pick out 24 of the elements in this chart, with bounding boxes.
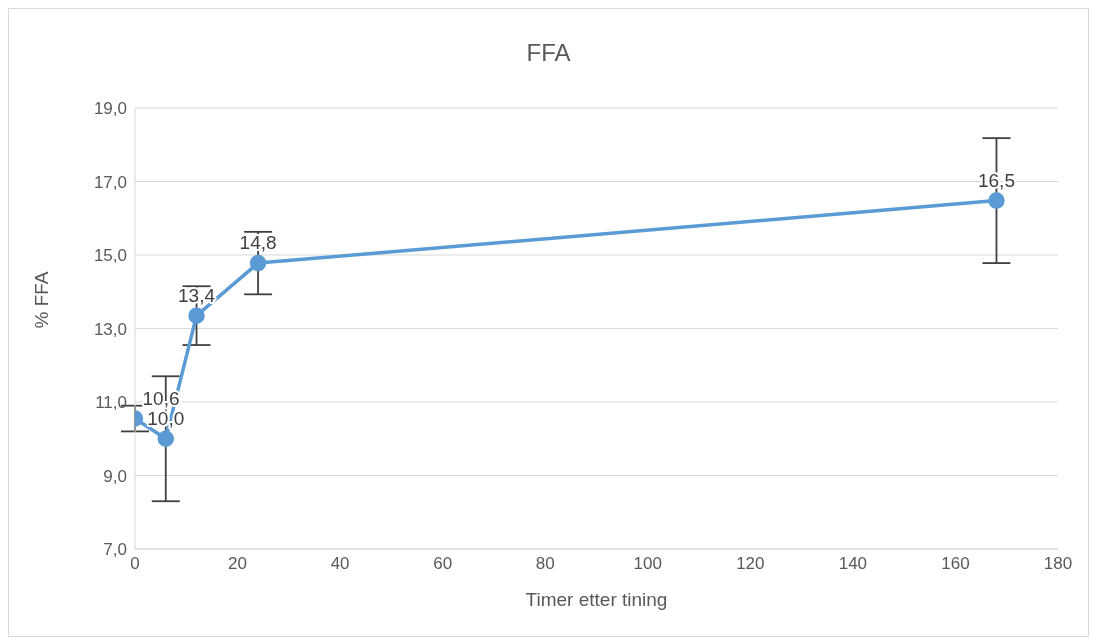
x-tick-label: 160	[941, 554, 970, 574]
y-tick-label: 7,0	[103, 540, 127, 560]
x-tick-label: 100	[633, 554, 662, 574]
x-tick-label: 0	[130, 554, 140, 574]
x-tick-label: 40	[330, 554, 350, 574]
y-tick-label: 9,0	[103, 466, 127, 486]
x-axis-title: Timer etter tining	[525, 589, 668, 610]
x-tick-label: 80	[535, 554, 555, 574]
x-tick-label: 180	[1043, 554, 1073, 574]
point	[249, 254, 267, 272]
y-tick-label: 17,0	[93, 172, 127, 192]
y-axis-title: % FFA	[30, 271, 52, 329]
chart-title: FFA	[525, 39, 572, 67]
y-tick-label: 11,0	[95, 393, 127, 413]
y-tick-label: 15,0	[93, 246, 127, 266]
x-tick-label: 20	[228, 554, 248, 574]
point	[188, 307, 205, 324]
y-tick-label: 19,0	[93, 99, 127, 119]
point	[988, 192, 1005, 209]
x-tick-label: 60	[433, 554, 453, 574]
y-tick-label: 13,0	[93, 319, 127, 339]
x-tick-label: 120	[736, 554, 765, 574]
point	[157, 430, 175, 447]
x-tick-label: 140	[838, 554, 868, 574]
